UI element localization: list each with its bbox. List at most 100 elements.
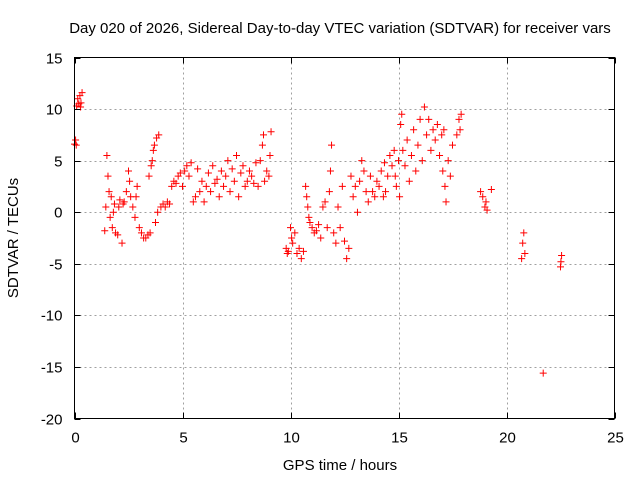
- data-point: [334, 203, 342, 211]
- data-point: [220, 182, 228, 190]
- x-tick-label: 15: [391, 430, 408, 447]
- data-point: [122, 188, 130, 196]
- y-tick-label: -15: [41, 360, 63, 377]
- data-point: [145, 172, 153, 180]
- data-point: [306, 219, 314, 227]
- data-point: [439, 167, 447, 175]
- data-point: [189, 198, 197, 206]
- data-point: [77, 103, 85, 111]
- data-point: [230, 177, 238, 185]
- data-point: [204, 169, 212, 177]
- data-point: [179, 182, 186, 190]
- data-point: [172, 179, 180, 187]
- data-point: [250, 179, 258, 187]
- data-point: [349, 193, 357, 201]
- data-point: [308, 224, 316, 232]
- data-point: [371, 193, 379, 201]
- data-point: [345, 244, 353, 252]
- data-point: [362, 188, 370, 196]
- grid: [74, 57, 615, 419]
- data-point: [405, 177, 413, 185]
- data-point: [299, 247, 307, 255]
- data-point: [343, 255, 351, 263]
- data-point: [321, 198, 329, 206]
- x-tick-label: 20: [499, 430, 516, 447]
- y-tick-labels: 15 10 5 0 -5 -10 -15 -20: [41, 51, 63, 429]
- x-tick-label: 10: [283, 430, 300, 447]
- data-point: [150, 141, 158, 149]
- data-point: [202, 182, 210, 190]
- data-point: [181, 167, 189, 175]
- data-point: [379, 193, 387, 201]
- data-point: [477, 188, 485, 196]
- data-point: [241, 182, 249, 190]
- tick-marks: [74, 57, 616, 420]
- data-point: [155, 131, 163, 139]
- data-point: [396, 193, 404, 201]
- data-point: [198, 177, 206, 185]
- data-point: [284, 247, 292, 255]
- data-point: [187, 159, 195, 167]
- chart-title: Day 020 of 2026, Sidereal Day-to-day VTE…: [69, 20, 611, 37]
- y-axis-label: SDTVAR / TECUs: [5, 178, 22, 298]
- data-point: [330, 229, 338, 237]
- data-point: [366, 172, 374, 180]
- data-point: [115, 203, 123, 211]
- data-point: [399, 146, 407, 154]
- data-point: [185, 172, 193, 180]
- data-point: [539, 369, 547, 377]
- data-point: [72, 141, 80, 149]
- data-point: [407, 151, 415, 159]
- data-point: [482, 198, 490, 206]
- data-point: [360, 167, 368, 175]
- data-point: [398, 110, 406, 118]
- data-point: [209, 162, 217, 170]
- data-point: [148, 157, 156, 165]
- data-point: [356, 177, 364, 185]
- data-points: [71, 89, 566, 377]
- data-point: [161, 203, 169, 211]
- data-point: [412, 167, 420, 175]
- data-point: [260, 131, 267, 139]
- data-point: [126, 177, 134, 185]
- data-point: [377, 167, 385, 175]
- data-point: [326, 167, 334, 175]
- data-point: [256, 157, 264, 165]
- data-point: [410, 126, 418, 134]
- plot-frame: [74, 57, 615, 419]
- data-point: [176, 169, 184, 177]
- data-point: [438, 131, 446, 139]
- x-tick-label: 0: [71, 430, 79, 447]
- data-point: [215, 193, 223, 201]
- data-point: [293, 249, 301, 257]
- data-point: [254, 182, 262, 190]
- data-point: [168, 182, 176, 190]
- data-point: [245, 167, 253, 175]
- data-point: [425, 115, 433, 123]
- data-point: [226, 188, 234, 196]
- data-point: [105, 188, 113, 196]
- y-tick-label: 5: [54, 154, 62, 171]
- data-point: [135, 224, 143, 232]
- data-point: [108, 224, 116, 232]
- data-point: [125, 167, 132, 175]
- data-point: [518, 255, 526, 263]
- data-point: [312, 227, 320, 235]
- x-axis-label: GPS time / hours: [283, 457, 397, 474]
- data-point: [429, 126, 437, 134]
- y-tick-label: -5: [49, 257, 62, 274]
- data-point: [131, 213, 139, 221]
- data-point: [304, 203, 312, 211]
- data-point: [147, 162, 155, 170]
- y-tick-label: 15: [46, 51, 63, 68]
- data-point: [423, 131, 431, 139]
- data-point: [295, 244, 303, 252]
- data-point: [338, 182, 346, 190]
- data-point: [288, 234, 296, 242]
- y-tick-label: -20: [41, 412, 63, 429]
- data-point: [401, 162, 409, 170]
- data-point: [440, 126, 448, 134]
- data-point: [358, 157, 366, 165]
- data-point: [444, 157, 452, 165]
